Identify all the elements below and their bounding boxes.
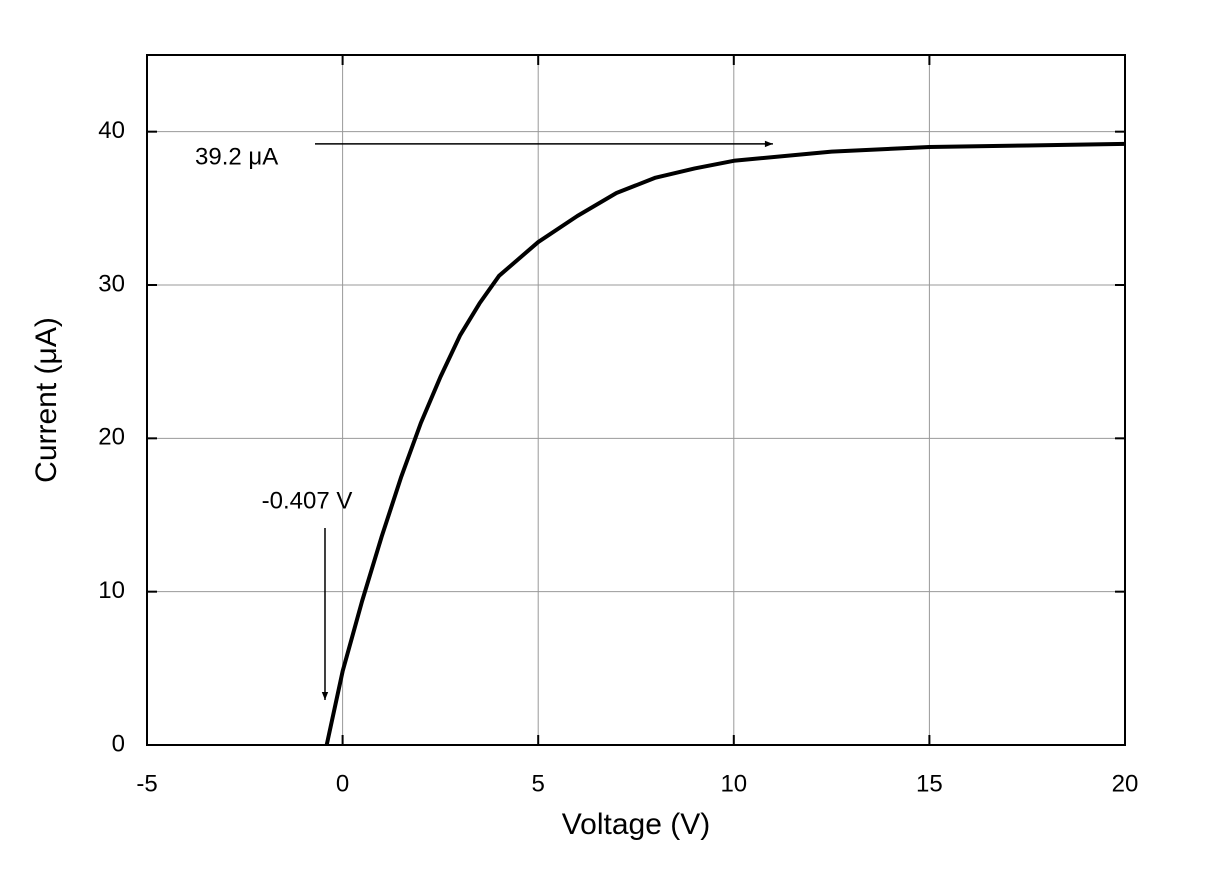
- x-tick-label: 10: [720, 770, 747, 797]
- x-tick-label: -5: [136, 770, 157, 797]
- x-axis-label: Voltage (V): [562, 808, 710, 841]
- x-tick-label: 5: [532, 770, 545, 797]
- annotation-label: -0.407 V: [262, 487, 353, 514]
- annotation-label: 39.2 μA: [195, 143, 278, 170]
- data-line: [324, 141, 1126, 746]
- y-tick-label: 20: [98, 424, 125, 451]
- y-tick-label: 10: [98, 577, 125, 604]
- x-tick-label: 15: [916, 770, 943, 797]
- x-tick-label: 0: [336, 770, 349, 797]
- y-tick-label: 30: [98, 270, 125, 297]
- x-tick-label: 20: [1112, 770, 1139, 797]
- y-tick-label: 40: [98, 117, 125, 144]
- y-tick-label: 0: [112, 730, 125, 757]
- y-axis-label: Current (μA): [30, 317, 63, 483]
- plot-frame: [146, 54, 1126, 746]
